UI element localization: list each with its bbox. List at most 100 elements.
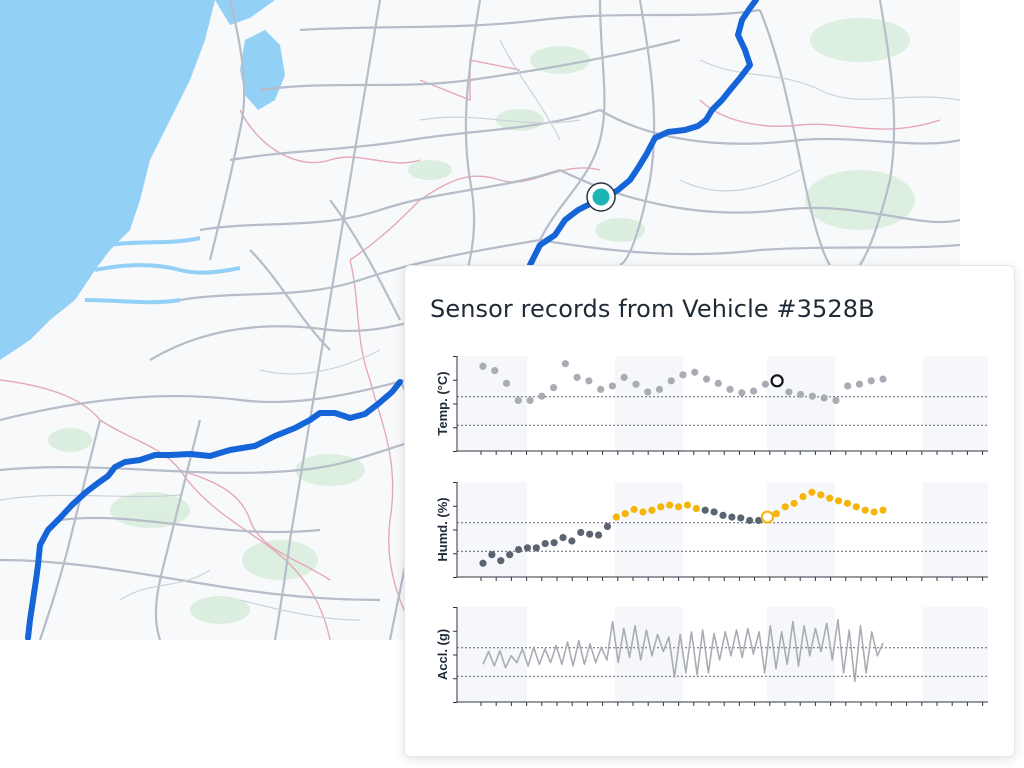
data-point [826,494,834,502]
bay-area [215,0,275,25]
data-point [667,377,675,385]
data-point [585,377,593,385]
data-point [797,390,805,399]
data-point [639,508,647,516]
data-point [479,362,487,370]
chart-band [923,607,988,702]
data-point [738,389,746,397]
data-point [714,379,722,387]
data-point [479,559,487,567]
data-point [561,360,569,368]
data-point [586,530,594,538]
data-point [701,506,709,514]
rivers [84,236,241,305]
data-point [867,377,875,385]
data-point [632,380,640,388]
data-point [655,385,664,393]
data-point [577,528,585,537]
data-point [550,539,558,547]
data-point [726,385,734,393]
vehicle-route[interactable] [25,0,759,640]
temperature-chart[interactable]: Temp. (°C) [435,356,988,455]
chart-band [457,482,527,577]
data-point [559,533,567,542]
data-point [737,514,745,522]
data-point [785,388,793,396]
panel-title: Sensor records from Vehicle #3528B [430,295,875,323]
sensor-charts[interactable]: Temp. (°C) Humd. (%) Accl. (g) [405,266,1014,756]
data-point [612,513,620,521]
data-point [506,551,514,559]
data-point [502,379,511,387]
chart-band [767,607,835,702]
chart-band [457,607,527,702]
data-point [746,516,754,525]
data-point [861,506,869,514]
data-point [728,513,736,521]
chart-band [615,356,683,451]
data-point [491,366,499,375]
data-point [657,503,665,511]
data-point [644,388,652,396]
data-point [691,368,699,376]
data-point [549,384,558,392]
data-point [808,392,817,400]
lake-area [240,30,285,110]
data-point [799,492,807,501]
data-point [568,537,576,545]
chart-band [923,482,988,577]
data-point-highlight [760,510,775,524]
data-point [488,551,496,559]
data-point [702,375,711,383]
data-point [648,506,656,514]
data-point [870,508,878,516]
chart-band [923,356,988,451]
sensor-panel: Sensor records from Vehicle #3528B Temp.… [404,265,1015,757]
data-point [526,396,534,405]
data-point [532,544,540,552]
data-point [666,501,674,509]
data-point [790,499,798,507]
data-point [719,511,727,519]
data-point [710,508,718,516]
data-point-highlight [770,374,784,388]
data-point [514,545,523,554]
data-point [683,501,692,509]
data-point [630,505,638,513]
data-point [573,373,581,381]
data-point [820,394,828,402]
data-point [541,539,549,548]
data-point [514,396,522,405]
data-point [772,510,780,518]
road-network [0,0,960,640]
data-point [817,491,825,499]
data-point [538,392,546,400]
data-point [594,531,603,539]
vehicle-marker[interactable] [586,182,616,212]
data-point [603,522,612,531]
data-point [844,382,852,390]
data-point [808,488,816,496]
data-point [834,497,843,505]
data-point [761,380,769,388]
data-point [754,516,763,525]
data-point [832,396,840,405]
data-point [497,557,505,565]
data-point [879,375,887,383]
data-point [852,503,860,511]
data-point [781,503,789,511]
data-point [692,504,700,513]
sea-area [0,0,215,360]
y-axis-label: Temp. (°C) [435,371,450,435]
chart-band [615,482,683,577]
acceleration-chart[interactable]: Accl. (g) [435,607,988,706]
data-point [621,510,629,518]
chart-band [615,607,683,702]
data-point [674,503,683,511]
data-point [843,499,852,507]
data-point [679,371,687,379]
y-axis-label: Humd. (%) [435,497,450,561]
data-point [608,382,617,390]
data-point [597,385,605,393]
humidity-chart[interactable]: Humd. (%) [435,482,988,581]
